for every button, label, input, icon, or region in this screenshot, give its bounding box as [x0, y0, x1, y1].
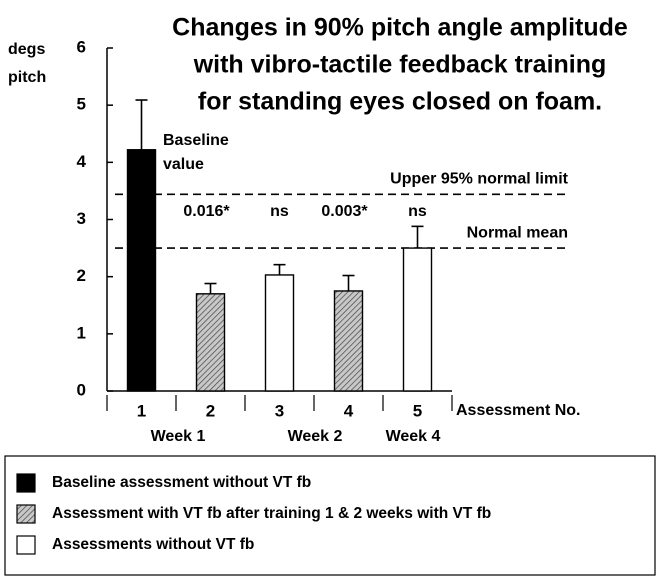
chart-title: Changes in 90% pitch angle amplitude: [172, 14, 628, 42]
y-tick-label: 2: [77, 266, 86, 285]
bar: [264, 274, 295, 392]
chart-title: for standing eyes closed on foam.: [198, 88, 602, 116]
bar-annotation: ns: [270, 203, 289, 220]
bar-annotation: 0.016*: [183, 203, 230, 220]
legend-box: [4, 455, 656, 576]
legend-label: Assessments without VT fb: [52, 536, 254, 553]
legend-label: Assessment with VT fb after training 1 &…: [52, 505, 491, 522]
x-tick-label: 4: [344, 401, 354, 420]
annotation: value: [163, 156, 204, 173]
legend-swatch: [16, 504, 36, 524]
y-axis-label: degs: [8, 41, 45, 58]
week-label: Week 2: [288, 428, 343, 445]
legend-swatch: [16, 535, 36, 555]
bar: [195, 293, 226, 392]
bar-annotation: 0.003*: [321, 203, 368, 220]
x-tick-label: 3: [275, 401, 284, 420]
bar: [126, 149, 157, 392]
week-label: Week 1: [151, 428, 206, 445]
y-tick-label: 5: [77, 95, 86, 114]
y-tick-label: 6: [77, 37, 86, 56]
reference-label: Upper 95% normal limit: [390, 171, 568, 188]
x-tick-label: 2: [206, 401, 215, 420]
x-axis-label: Assessment No.: [456, 402, 581, 419]
y-tick-label: 0: [77, 380, 86, 399]
x-tick-label: 5: [413, 401, 422, 420]
y-tick-label: 3: [77, 209, 86, 228]
legend-label: Baseline assessment without VT fb: [52, 474, 311, 491]
y-tick-label: 4: [77, 152, 87, 171]
legend-swatch: [16, 473, 36, 493]
y-axis-label: pitch: [8, 69, 46, 86]
bar: [402, 247, 433, 392]
bar: [333, 290, 364, 392]
annotation: Baseline: [163, 132, 229, 149]
reference-label: Normal mean: [467, 224, 568, 241]
x-tick-label: 1: [137, 401, 146, 420]
bar-annotation: ns: [408, 203, 427, 220]
chart-title: with vibro-tactile feedback training: [193, 51, 607, 79]
week-label: Week 4: [386, 428, 441, 445]
y-tick-label: 1: [77, 323, 86, 342]
